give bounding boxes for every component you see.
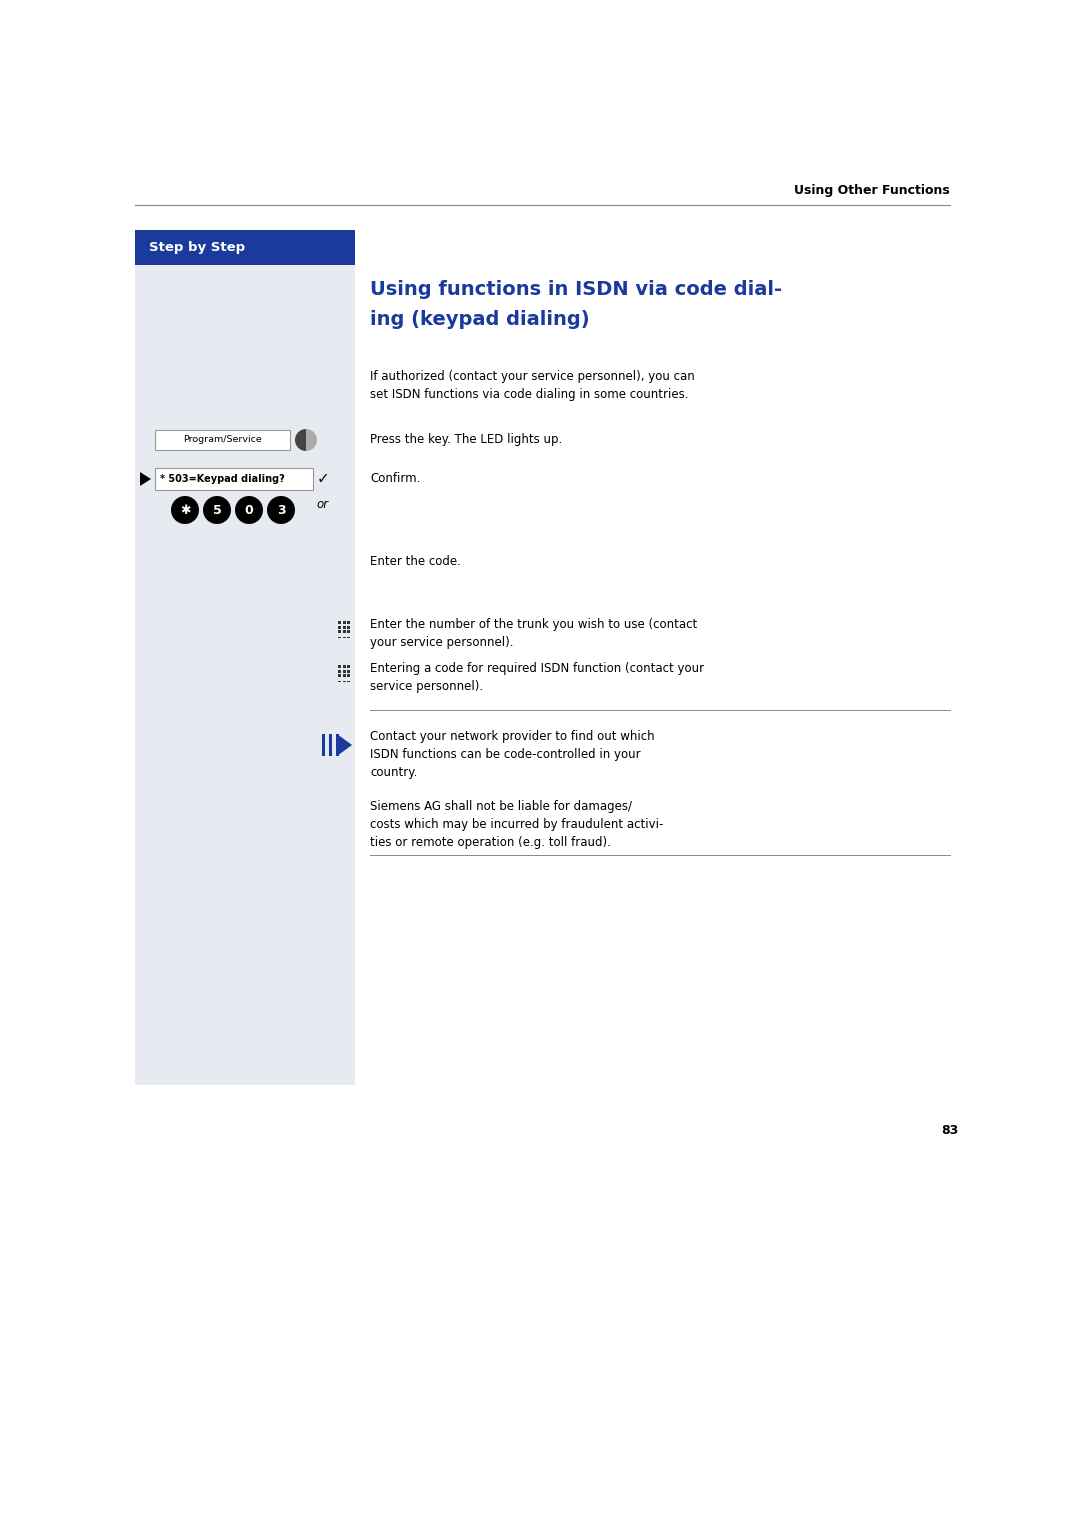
- Text: 0: 0: [245, 504, 254, 516]
- Text: Enter the code.: Enter the code.: [370, 555, 461, 568]
- Wedge shape: [306, 429, 318, 451]
- Bar: [348, 637, 350, 639]
- Text: ✱: ✱: [179, 504, 190, 516]
- Text: 5: 5: [213, 504, 221, 516]
- Bar: [342, 680, 346, 683]
- Bar: [338, 620, 341, 623]
- Text: Using Other Functions: Using Other Functions: [794, 183, 950, 197]
- Bar: [322, 733, 325, 756]
- Bar: [342, 669, 346, 672]
- Text: ✓: ✓: [316, 472, 329, 486]
- Text: ing (keypad dialing): ing (keypad dialing): [370, 310, 590, 329]
- Bar: [342, 674, 346, 677]
- Bar: [338, 625, 341, 628]
- Text: If authorized (contact your service personnel), you can
set ISDN functions via c: If authorized (contact your service pers…: [370, 370, 694, 400]
- Wedge shape: [295, 429, 306, 451]
- Bar: [342, 637, 346, 639]
- Text: or: or: [316, 498, 329, 510]
- Text: Press the key. The LED lights up.: Press the key. The LED lights up.: [370, 434, 563, 446]
- Bar: [336, 733, 339, 756]
- Bar: [342, 630, 346, 633]
- Text: Siemens AG shall not be liable for damages/
costs which may be incurred by fraud: Siemens AG shall not be liable for damag…: [370, 801, 663, 850]
- Circle shape: [235, 497, 264, 524]
- Bar: [338, 680, 341, 683]
- Bar: [348, 630, 350, 633]
- Bar: [348, 674, 350, 677]
- Text: Confirm.: Confirm.: [370, 472, 420, 486]
- Text: Enter the number of the trunk you wish to use (contact
your service personnel).: Enter the number of the trunk you wish t…: [370, 617, 698, 649]
- Bar: [338, 665, 341, 668]
- Bar: [156, 468, 313, 490]
- Text: 3: 3: [276, 504, 285, 516]
- Bar: [348, 680, 350, 683]
- Text: Program/Service: Program/Service: [184, 435, 261, 445]
- Text: * 503=Keypad dialing?: * 503=Keypad dialing?: [160, 474, 285, 484]
- Polygon shape: [337, 733, 352, 756]
- Text: Step by Step: Step by Step: [149, 241, 245, 254]
- Bar: [135, 264, 355, 1085]
- Bar: [348, 620, 350, 623]
- Bar: [342, 665, 346, 668]
- Bar: [342, 625, 346, 628]
- Circle shape: [171, 497, 199, 524]
- Bar: [342, 620, 346, 623]
- Bar: [156, 429, 291, 451]
- Bar: [338, 637, 341, 639]
- Bar: [135, 231, 355, 264]
- Text: Contact your network provider to find out which
ISDN functions can be code-contr: Contact your network provider to find ou…: [370, 730, 654, 779]
- Text: Entering a code for required ISDN function (contact your
service personnel).: Entering a code for required ISDN functi…: [370, 662, 704, 694]
- Bar: [338, 669, 341, 672]
- Bar: [348, 625, 350, 628]
- Bar: [329, 733, 332, 756]
- Bar: [348, 665, 350, 668]
- Bar: [348, 669, 350, 672]
- Circle shape: [203, 497, 231, 524]
- Circle shape: [267, 497, 295, 524]
- Text: 83: 83: [942, 1123, 959, 1137]
- Text: Using functions in ISDN via code dial-: Using functions in ISDN via code dial-: [370, 280, 782, 299]
- Bar: [338, 674, 341, 677]
- Bar: [338, 630, 341, 633]
- Polygon shape: [140, 472, 151, 486]
